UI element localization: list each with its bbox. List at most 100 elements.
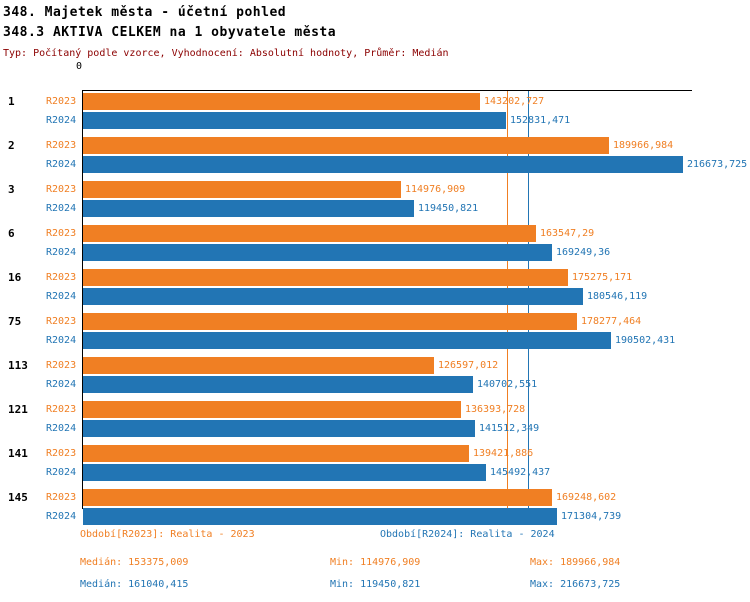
bar-group-6: 6 R2023 163547,29 R2024 169249,36: [0, 223, 750, 267]
bar-row-r2024-2: R2024 216673,725: [0, 156, 750, 173]
series-label-r2023: R2023: [46, 96, 77, 107]
bar-r2023-113: [83, 357, 434, 374]
bar-row-r2024-145: R2024 171304,739: [0, 508, 750, 525]
category-label-1: 1: [8, 95, 15, 108]
value-label-r2024-16: 180546,119: [587, 291, 648, 302]
bar-row-r2023-141: R2023 139421,886: [0, 445, 750, 462]
series-label-r2024: R2024: [46, 511, 77, 522]
bar-r2024-6: [83, 244, 552, 261]
bar-row-r2023-121: R2023 136393,728: [0, 401, 750, 418]
stat-median-r2023: Medián: 153375,009: [80, 557, 189, 568]
value-label-r2023-145: 169248,602: [556, 492, 617, 503]
bar-r2023-2: [83, 137, 609, 154]
value-label-r2023-3: 114976,909: [405, 184, 466, 195]
bar-row-r2023-1: R2023 143202,727: [0, 93, 750, 110]
category-label-121: 121: [8, 403, 28, 416]
bar-r2023-16: [83, 269, 568, 286]
value-label-r2024-75: 190502,431: [615, 335, 676, 346]
bar-r2024-3: [83, 200, 414, 217]
series-label-r2024: R2024: [46, 291, 77, 302]
series-label-r2024: R2024: [46, 115, 77, 126]
bar-group-141: 141 R2023 139421,886 R2024 145492,437: [0, 443, 750, 487]
series-label-r2023: R2023: [46, 404, 77, 415]
bar-row-r2023-2: R2023 189966,984: [0, 137, 750, 154]
series-label-r2024: R2024: [46, 467, 77, 478]
stat-max-r2024: Max: 216673,725: [530, 579, 621, 590]
bar-r2024-141: [83, 464, 486, 481]
bar-row-r2023-3: R2023 114976,909: [0, 181, 750, 198]
bar-r2024-1: [83, 112, 506, 129]
legend-r2024: Období[R2024]: Realita - 2024: [380, 529, 555, 540]
bar-row-r2024-113: R2024 140702,551: [0, 376, 750, 393]
series-label-r2023: R2023: [46, 316, 77, 327]
series-label-r2024: R2024: [46, 379, 77, 390]
chart-title-line2: 348.3 AKTIVA CELKEM na 1 obyvatele města: [3, 25, 337, 40]
bar-r2023-75: [83, 313, 577, 330]
bar-chart: 0 1 R2023 143202,727 R2024 152831,471 2 R2023 1…: [0, 61, 750, 525]
category-label-16: 16: [8, 271, 22, 284]
value-label-r2023-113: 126597,012: [438, 360, 499, 371]
series-label-r2024: R2024: [46, 247, 77, 258]
header: 348. Majetek města - účetní pohled 348.3…: [3, 3, 449, 59]
bar-r2023-6: [83, 225, 536, 242]
series-label-r2024: R2024: [46, 423, 77, 434]
value-label-r2023-2: 189966,984: [613, 140, 674, 151]
stat-min-r2024: Min: 119450,821: [330, 579, 421, 590]
value-label-r2024-1: 152831,471: [510, 115, 571, 126]
category-label-2: 2: [8, 139, 15, 152]
value-label-r2023-121: 136393,728: [465, 404, 526, 415]
bar-row-r2023-113: R2023 126597,012: [0, 357, 750, 374]
bar-row-r2023-145: R2023 169248,602: [0, 489, 750, 506]
bar-group-145: 145 R2023 169248,602 R2024 171304,739: [0, 487, 750, 531]
bar-row-r2024-6: R2024 169249,36: [0, 244, 750, 261]
category-label-75: 75: [8, 315, 22, 328]
series-label-r2023: R2023: [46, 140, 77, 151]
category-label-6: 6: [8, 227, 15, 240]
legend-r2023: Období[R2023]: Realita - 2023: [80, 529, 255, 540]
bar-r2024-16: [83, 288, 583, 305]
axis-top-line: [82, 90, 692, 91]
bar-row-r2024-3: R2024 119450,821: [0, 200, 750, 217]
chart-title-line1: 348. Majetek města - účetní pohled: [3, 5, 287, 20]
series-label-r2023: R2023: [46, 492, 77, 503]
bar-r2024-113: [83, 376, 473, 393]
bar-group-3: 3 R2023 114976,909 R2024 119450,821: [0, 179, 750, 223]
bar-r2023-1: [83, 93, 480, 110]
axis-zero-label: 0: [76, 61, 83, 72]
series-label-r2023: R2023: [46, 272, 77, 283]
bar-row-r2023-75: R2023 178277,464: [0, 313, 750, 330]
bar-row-r2023-6: R2023 163547,29: [0, 225, 750, 242]
series-label-r2023: R2023: [46, 184, 77, 195]
bar-group-121: 121 R2023 136393,728 R2024 141512,349: [0, 399, 750, 443]
value-label-r2023-16: 175275,171: [572, 272, 633, 283]
series-label-r2023: R2023: [46, 448, 77, 459]
bar-group-113: 113 R2023 126597,012 R2024 140702,551: [0, 355, 750, 399]
value-label-r2023-1: 143202,727: [484, 96, 545, 107]
series-label-r2023: R2023: [46, 228, 77, 239]
bar-row-r2024-1: R2024 152831,471: [0, 112, 750, 129]
stat-min-r2023: Min: 114976,909: [330, 557, 421, 568]
bar-r2024-75: [83, 332, 611, 349]
bar-row-r2024-121: R2024 141512,349: [0, 420, 750, 437]
bar-row-r2024-141: R2024 145492,437: [0, 464, 750, 481]
value-label-r2024-145: 171304,739: [561, 511, 622, 522]
axis-left-line: [82, 90, 83, 509]
stat-median-r2024: Medián: 161040,415: [80, 579, 189, 590]
category-label-113: 113: [8, 359, 28, 372]
value-label-r2023-75: 178277,464: [581, 316, 642, 327]
bar-group-16: 16 R2023 175275,171 R2024 180546,119: [0, 267, 750, 311]
value-label-r2024-6: 169249,36: [556, 247, 611, 258]
bar-r2023-121: [83, 401, 461, 418]
category-label-141: 141: [8, 447, 28, 460]
chart-info-line: Typ: Počítaný podle vzorce, Vyhodnocení:…: [3, 48, 449, 59]
series-label-r2023: R2023: [46, 360, 77, 371]
bar-r2023-141: [83, 445, 469, 462]
bar-r2023-3: [83, 181, 401, 198]
bar-row-r2024-75: R2024 190502,431: [0, 332, 750, 349]
bar-r2024-121: [83, 420, 475, 437]
value-label-r2023-6: 163547,29: [540, 228, 595, 239]
value-label-r2023-141: 139421,886: [473, 448, 534, 459]
bar-r2024-145: [83, 508, 557, 525]
value-label-r2024-141: 145492,437: [490, 467, 551, 478]
stat-max-r2023: Max: 189966,984: [530, 557, 621, 568]
